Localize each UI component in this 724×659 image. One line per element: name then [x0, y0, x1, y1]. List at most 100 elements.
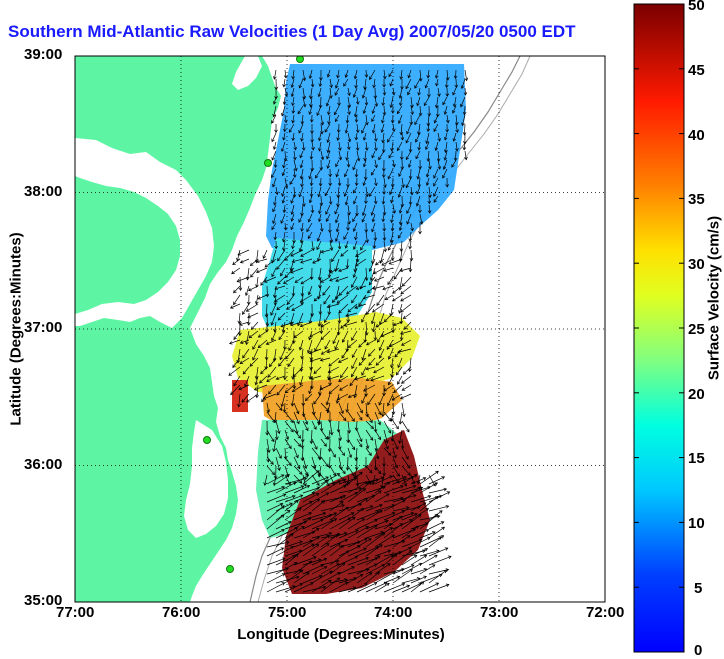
velocity-vector — [310, 375, 322, 380]
velocity-vector-head — [311, 146, 315, 151]
velocity-vector — [416, 186, 421, 195]
velocity-vector-head — [348, 454, 353, 459]
velocity-vector — [347, 547, 367, 557]
velocity-vector — [316, 105, 322, 116]
velocity-vector-head — [317, 296, 321, 300]
velocity-vector — [284, 569, 304, 584]
velocity-vector-head — [233, 301, 237, 306]
velocity-vector-head — [281, 200, 286, 204]
velocity-vector — [307, 231, 313, 239]
velocity-vector — [246, 393, 259, 403]
velocity-vector — [365, 69, 367, 78]
velocity-vector-head — [253, 387, 258, 391]
velocity-vector-head — [301, 526, 305, 530]
velocity-vector-head — [397, 364, 401, 369]
velocity-vector-head — [283, 376, 287, 381]
velocity-vector — [284, 411, 294, 423]
velocity-vector-head — [340, 253, 344, 257]
velocity-vector-head — [271, 156, 275, 161]
velocity-vector-head — [292, 385, 297, 390]
velocity-vector-head — [292, 194, 297, 198]
velocity-vector — [309, 330, 322, 338]
velocity-vector — [324, 339, 331, 350]
velocity-vector — [401, 438, 404, 449]
velocity-vector-head — [399, 395, 404, 400]
velocity-vector-head — [338, 147, 342, 151]
velocity-vector-head — [340, 325, 344, 329]
velocity-vector-head — [391, 411, 396, 415]
velocity-vector-head — [320, 279, 325, 283]
colorbar-tick-label: 40 — [688, 127, 705, 144]
velocity-vector-head — [320, 324, 325, 328]
velocity-vector — [236, 276, 250, 282]
velocity-vector-head — [426, 536, 431, 541]
velocity-vector — [230, 303, 241, 309]
velocity-vector-head — [442, 101, 446, 106]
velocity-vector — [300, 258, 313, 263]
velocity-vector-head — [387, 281, 391, 285]
velocity-vector-head — [310, 386, 314, 390]
velocity-vector — [428, 584, 450, 593]
velocity-vector-head — [311, 492, 316, 496]
velocity-vector — [284, 526, 305, 539]
velocity-vector — [351, 294, 358, 303]
velocity-vector — [241, 393, 250, 403]
velocity-vector-head — [327, 111, 331, 116]
velocity-vector-head — [310, 376, 314, 381]
velocity-vector — [290, 222, 295, 230]
velocity-vector-head — [275, 436, 279, 441]
velocity-vector-head — [344, 201, 349, 206]
velocity-vector-head — [382, 92, 387, 96]
velocity-vector-head — [355, 263, 359, 267]
velocity-vector — [405, 78, 412, 89]
velocity-vector-head — [279, 356, 283, 361]
velocity-vector-head — [387, 247, 391, 251]
velocity-vector — [293, 186, 296, 198]
velocity-vector — [291, 213, 295, 222]
velocity-vector — [273, 348, 277, 362]
velocity-vector-head — [291, 388, 296, 393]
velocity-vector — [391, 213, 394, 223]
velocity-vector-head — [310, 168, 315, 172]
velocity-vector — [427, 150, 430, 162]
velocity-vector — [355, 258, 367, 267]
velocity-vector — [300, 159, 304, 168]
velocity-vector — [383, 554, 398, 566]
velocity-vector — [329, 517, 351, 530]
y-tick-label: 35:00 — [24, 592, 63, 609]
velocity-vector — [288, 339, 295, 351]
velocity-vector-head — [319, 202, 324, 207]
velocity-vector-head — [324, 129, 328, 133]
velocity-vector — [433, 168, 439, 179]
velocity-vector-head — [452, 103, 457, 108]
velocity-vector — [338, 177, 341, 186]
velocity-vector-head — [432, 531, 436, 535]
velocity-vector — [437, 150, 440, 162]
velocity-vector-head — [453, 75, 458, 80]
velocity-vector — [393, 321, 403, 326]
velocity-vector — [247, 312, 259, 318]
velocity-vector-head — [293, 562, 298, 566]
velocity-vector-head — [425, 529, 430, 533]
velocity-vector — [340, 366, 349, 378]
velocity-vector — [280, 321, 295, 327]
velocity-vector — [391, 141, 394, 152]
velocity-vector-head — [437, 166, 442, 170]
velocity-vector-head — [342, 478, 347, 482]
velocity-vector-head — [323, 443, 327, 447]
velocity-vector — [266, 429, 275, 442]
velocity-vector — [392, 474, 400, 484]
velocity-vector — [356, 420, 358, 431]
velocity-vector-head — [354, 467, 359, 471]
velocity-vector — [248, 330, 259, 339]
velocity-vector-head — [271, 471, 275, 476]
velocity-vector — [463, 141, 466, 150]
velocity-vector — [290, 249, 304, 257]
velocity-vector-head — [323, 557, 328, 562]
velocity-vector — [346, 150, 349, 161]
velocity-vector-head — [336, 577, 341, 581]
velocity-vector-head — [285, 355, 289, 360]
velocity-vector-head — [387, 429, 392, 434]
velocity-vector — [284, 500, 299, 512]
velocity-vector — [356, 249, 359, 262]
